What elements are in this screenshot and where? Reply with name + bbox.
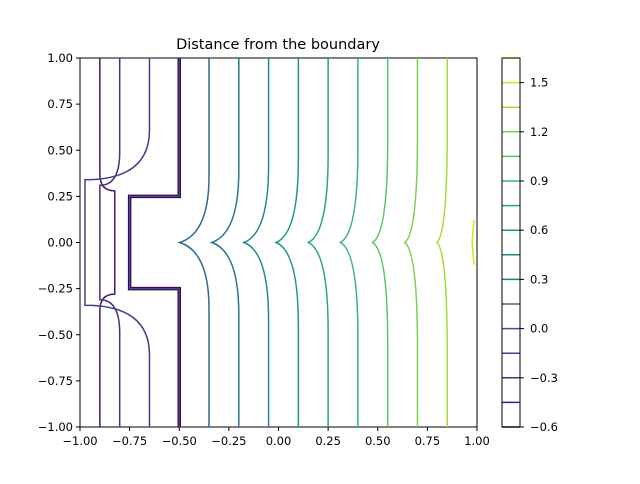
y-axis-ticks: −1.00 −0.75 −0.50 −0.25 0.00 0.25 0.50 0.75 1.00 bbox=[38, 51, 80, 434]
x-tick-label: −0.25 bbox=[211, 434, 246, 448]
contour-line bbox=[177, 58, 210, 427]
x-tick-label: 0.75 bbox=[415, 434, 441, 448]
x-tick-label: 1.00 bbox=[464, 434, 490, 448]
contour-line bbox=[274, 58, 300, 427]
x-tick-label: −1.00 bbox=[62, 434, 97, 448]
contour-boundary-inner bbox=[129, 58, 180, 427]
contour-line bbox=[435, 58, 448, 427]
colorbar-level-lines bbox=[502, 57, 520, 428]
colorbar: 1.5 1.2 0.9 0.6 0.3 0.0 −0.3 −0.6 bbox=[501, 57, 558, 434]
contour-line bbox=[209, 58, 240, 427]
contour-line bbox=[403, 58, 419, 427]
contour-line bbox=[84, 58, 151, 427]
y-tick-label: 0.50 bbox=[47, 143, 73, 157]
x-tick-label: 0.00 bbox=[266, 434, 292, 448]
y-tick-label: −0.25 bbox=[38, 282, 73, 296]
x-tick-label: 0.50 bbox=[365, 434, 391, 448]
chart-title: Distance from the boundary bbox=[176, 37, 380, 53]
colorbar-tick-label: 1.5 bbox=[530, 76, 548, 90]
contour-line bbox=[371, 58, 389, 427]
y-tick-label: −0.50 bbox=[38, 328, 73, 342]
y-tick-label: −1.00 bbox=[38, 420, 73, 434]
contour-line bbox=[241, 58, 270, 427]
contour-line bbox=[99, 58, 116, 427]
x-axis-ticks: −1.00 −0.75 −0.50 −0.25 0.00 0.25 0.50 0.75 1.00 bbox=[62, 427, 490, 448]
contour-line bbox=[99, 58, 121, 427]
colorbar-ticks: 1.5 1.2 0.9 0.6 0.3 0.0 −0.3 −0.6 bbox=[520, 76, 558, 434]
colorbar-tick-label: 1.2 bbox=[530, 125, 548, 139]
x-tick-label: −0.75 bbox=[112, 434, 147, 448]
colorbar-tick-label: 0.0 bbox=[530, 322, 548, 336]
colorbar-tick-label: −0.6 bbox=[530, 420, 558, 434]
y-tick-label: −0.75 bbox=[38, 374, 73, 388]
colorbar-tick-label: 0.9 bbox=[530, 174, 548, 188]
x-tick-label: 0.25 bbox=[315, 434, 341, 448]
colorbar-tick-label: −0.3 bbox=[530, 371, 558, 385]
contour-line bbox=[306, 58, 329, 427]
plot-area: −1.00 −0.75 −0.50 −0.25 0.00 0.25 0.50 0.75 1.00… bbox=[38, 51, 490, 448]
y-tick-label: 0.00 bbox=[47, 236, 73, 250]
contour-lines bbox=[84, 58, 475, 427]
x-tick-label: −0.50 bbox=[162, 434, 197, 448]
contour-line bbox=[471, 220, 475, 265]
contour-boundary-outer bbox=[127, 58, 181, 427]
y-tick-label: 0.75 bbox=[47, 97, 73, 111]
contour-line bbox=[338, 58, 359, 427]
colorbar-tick-label: 0.3 bbox=[530, 272, 548, 286]
y-tick-label: 0.25 bbox=[47, 189, 73, 203]
colorbar-tick-label: 0.6 bbox=[530, 223, 548, 237]
colorbar-frame bbox=[501, 57, 521, 428]
y-tick-label: 1.00 bbox=[47, 51, 73, 65]
